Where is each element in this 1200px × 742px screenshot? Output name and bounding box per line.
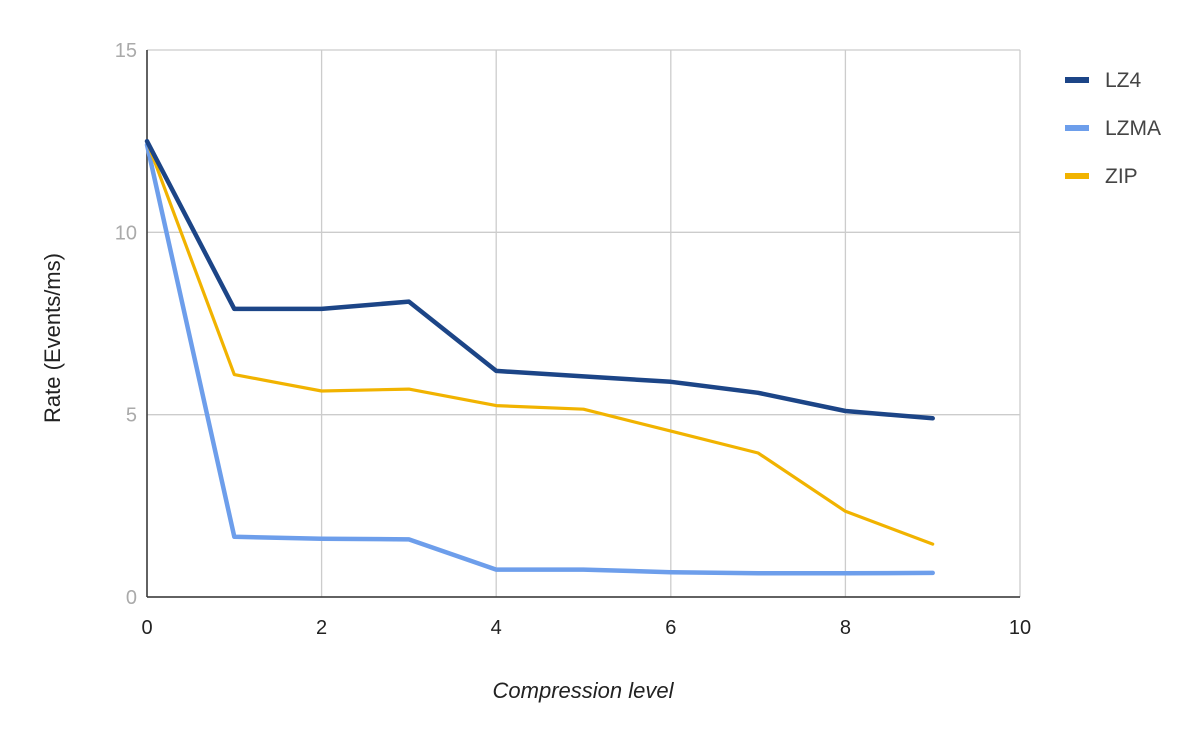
x-tick-label: 4 bbox=[491, 617, 502, 639]
x-tick-labels: 0 2 4 6 8 10 bbox=[141, 617, 1031, 639]
legend-label-lzma: LZMA bbox=[1105, 117, 1161, 140]
series-line-lzma bbox=[144, 142, 935, 576]
x-tick-label: 10 bbox=[1009, 617, 1031, 639]
axes bbox=[146, 50, 1020, 598]
legend: LZ4 LZMA ZIP bbox=[1065, 69, 1161, 188]
y-tick-label: 0 bbox=[126, 587, 137, 609]
x-tick-label: 2 bbox=[316, 617, 327, 639]
series-line-zip bbox=[145, 139, 935, 546]
x-tick-label: 0 bbox=[141, 617, 152, 639]
legend-label-zip: ZIP bbox=[1105, 165, 1138, 188]
legend-label-lz4: LZ4 bbox=[1105, 69, 1142, 92]
y-axis-title: Rate (Events/ms) bbox=[40, 253, 65, 423]
y-tick-labels: 0 5 10 15 bbox=[115, 40, 137, 609]
grid-lines bbox=[146, 49, 1021, 598]
y-tick-label: 5 bbox=[126, 405, 137, 427]
series-line-lz4 bbox=[144, 138, 935, 421]
y-tick-label: 10 bbox=[115, 222, 137, 244]
x-tick-label: 8 bbox=[840, 617, 851, 639]
x-axis-title: Compression level bbox=[493, 678, 675, 703]
y-tick-label: 15 bbox=[115, 40, 137, 62]
series-lines bbox=[144, 138, 935, 576]
x-tick-label: 6 bbox=[665, 617, 676, 639]
